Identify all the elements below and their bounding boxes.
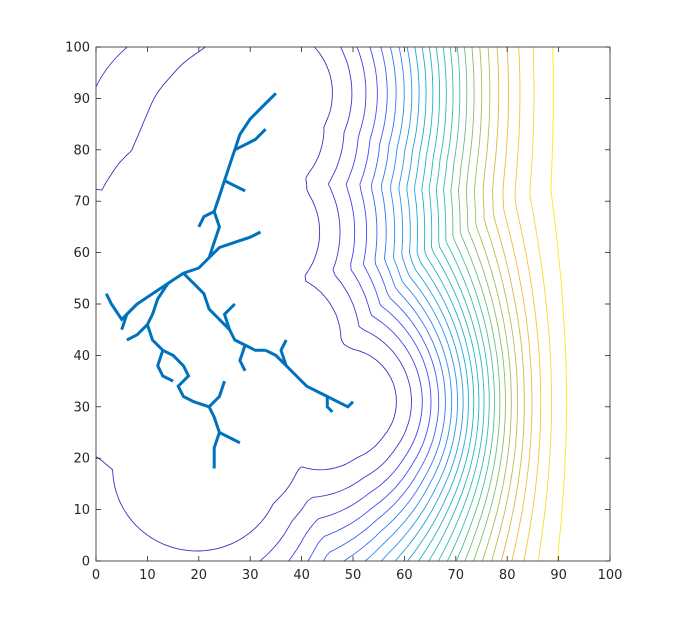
- tree-branch: [279, 339, 288, 367]
- tree-branch: [234, 128, 267, 152]
- y-tick-label: 20: [73, 452, 90, 467]
- y-tick-label: 100: [65, 41, 90, 56]
- y-axis: 0 10 20 30 40 50 60 70 80 90 100: [65, 41, 610, 570]
- tree-branch: [264, 348, 355, 409]
- tree-branch: [145, 282, 221, 469]
- x-tick-label: 90: [550, 568, 567, 583]
- y-tick-label: 80: [73, 143, 90, 158]
- contour-level-line: [465, 46, 506, 562]
- contour-level-line: [482, 46, 519, 562]
- dla-tree-path: [104, 92, 355, 469]
- contour-level-line: [450, 46, 495, 562]
- contour-level-line: [473, 46, 512, 562]
- y-tick-label: 60: [73, 246, 90, 261]
- contour-level-line: [514, 46, 542, 562]
- x-tick-label: 60: [396, 568, 413, 583]
- contour-level-line: [457, 46, 501, 562]
- tree-branch: [238, 344, 247, 372]
- tree-branch: [208, 380, 226, 408]
- tree-branch: [222, 302, 236, 331]
- tree-branch: [197, 210, 215, 228]
- contour-level-line: [435, 46, 485, 562]
- contour-level-line: [95, 46, 397, 552]
- y-tick-label: 10: [73, 503, 90, 518]
- contour-level-line: [407, 46, 469, 562]
- y-tick-label: 50: [73, 298, 90, 313]
- contour-level-line: [529, 46, 552, 562]
- x-tick-label: 10: [139, 568, 156, 583]
- contour-level-line: [343, 46, 446, 562]
- x-tick-label: 20: [191, 568, 208, 583]
- contour-level-line: [381, 46, 458, 562]
- y-tick-label: 70: [73, 195, 90, 210]
- contour-level-line: [492, 46, 525, 562]
- tree-branch: [126, 323, 149, 342]
- contour-level-line: [288, 46, 423, 562]
- tree-branch: [182, 272, 266, 352]
- x-tick-label: 40: [293, 568, 310, 583]
- y-tick-label: 90: [73, 92, 90, 107]
- y-tick-label: 40: [73, 349, 90, 364]
- y-tick-label: 30: [73, 400, 90, 415]
- x-tick-label: 100: [598, 568, 623, 583]
- contour-level-line: [418, 46, 475, 562]
- tree-branch: [218, 431, 241, 445]
- x-tick-label: 80: [499, 568, 516, 583]
- contour-level-line: [394, 46, 464, 562]
- x-tick-label: 0: [92, 568, 100, 583]
- x-tick-label: 50: [345, 568, 362, 583]
- x-tick-label: 70: [448, 568, 465, 583]
- tree-branch: [208, 230, 262, 259]
- tree-branch: [223, 179, 246, 193]
- contour-level-line: [443, 46, 490, 562]
- contour-level-line: [95, 46, 412, 562]
- x-tick-label: 30: [242, 568, 259, 583]
- contour-level-line: [364, 46, 453, 562]
- contour-level-line: [428, 46, 480, 562]
- x-axis: 0 10 20 30 40 50 60 70 80 90 100: [92, 47, 623, 583]
- contour-level-line: [502, 46, 533, 562]
- contour-level-line: [323, 46, 440, 562]
- contour-level-line: [550, 46, 568, 562]
- tree-branch: [104, 92, 277, 322]
- contour-level-line: [307, 46, 432, 562]
- tree-branch: [325, 396, 334, 413]
- y-tick-label: 0: [82, 555, 90, 570]
- contour-lines: [95, 46, 568, 562]
- tree-branch: [120, 302, 139, 331]
- tree-branch: [156, 349, 174, 383]
